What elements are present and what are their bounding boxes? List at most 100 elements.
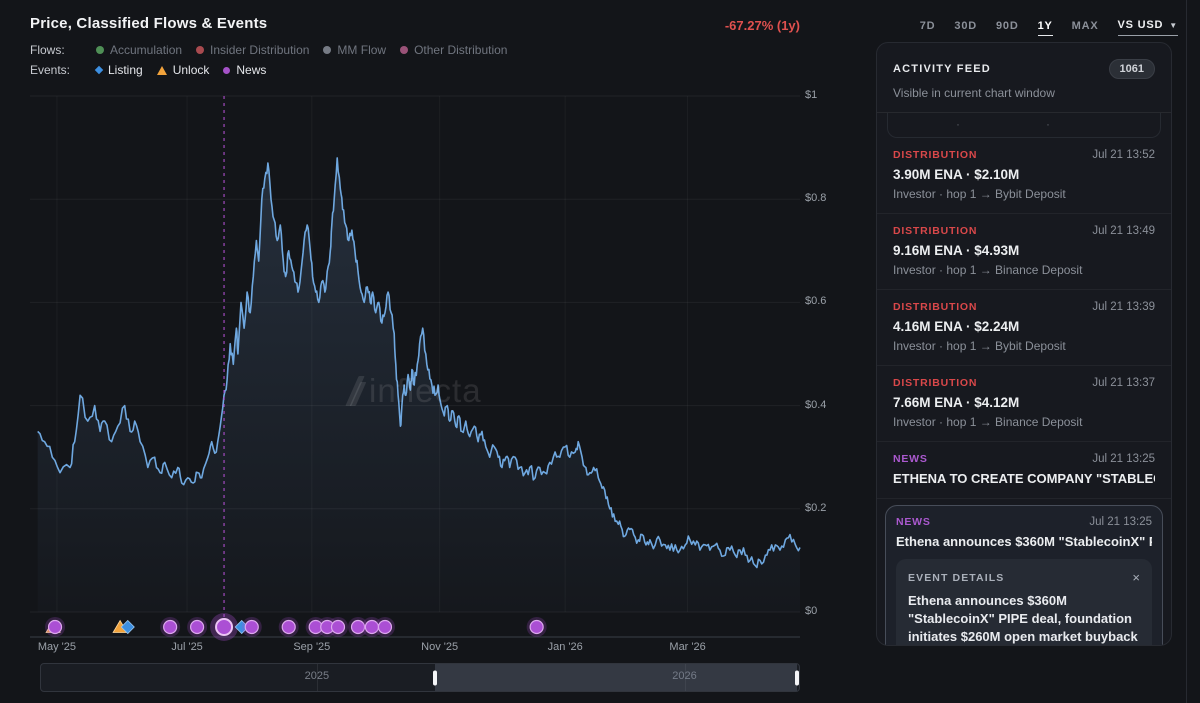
- scrubber-tick: [316, 664, 318, 691]
- flows-caption: Flows:: [30, 43, 65, 57]
- x-tick-label: Nov '25: [421, 641, 459, 653]
- flow-dot-icon: [196, 46, 205, 54]
- news-event-marker[interactable]: [529, 619, 544, 635]
- range-button-90d[interactable]: 90D: [996, 20, 1019, 32]
- feed-item-type: DISTRIBUTION: [893, 225, 978, 237]
- feed-item-time: Jul 21 13:39: [1092, 301, 1155, 313]
- event-legend-label: News: [236, 63, 267, 77]
- chevron-down-icon: ▼: [1169, 20, 1178, 30]
- feed-item-headline: Ethena announces $360M "StablecoinX" P…: [896, 534, 1152, 549]
- scrubber-right-handle[interactable]: [794, 670, 799, 685]
- flow-dot-icon: [400, 46, 409, 54]
- range-button-max[interactable]: MAX: [1071, 20, 1099, 32]
- events-caption: Events:: [30, 63, 71, 77]
- news-event-marker[interactable]: [163, 619, 178, 635]
- feed-item-type: DISTRIBUTION: [893, 149, 978, 161]
- feed-item-header: DISTRIBUTION Jul 21 13:49: [893, 225, 1155, 237]
- feed-item-type: DISTRIBUTION: [893, 377, 978, 389]
- y-tick-label: $0.2: [805, 501, 827, 514]
- feed-item[interactable]: DISTRIBUTION Jul 21 13:52 3.90M ENA · $2.1…: [877, 138, 1171, 214]
- x-tick-label: Jan '26: [547, 641, 583, 653]
- feed-item-headline: ETHENA TO CREATE COMPANY "STABLEC…: [893, 471, 1155, 486]
- price-chart[interactable]: [30, 90, 830, 648]
- price-change-label: -67.27% (1y): [724, 18, 800, 33]
- flow-legend-item-accumulation[interactable]: Accumulation: [96, 43, 182, 57]
- flows-legend: Flows: Accumulation Insider Distribution M…: [30, 43, 507, 57]
- feed-item-value: 9.16M ENA · $4.93M: [893, 243, 1020, 258]
- time-range-selector: 7D 30D 90D 1Y MAX VS USD ▼: [920, 19, 1178, 36]
- page-title: Price, Classified Flows & Events: [30, 15, 268, 32]
- feed-item[interactable]: NEWS Jul 21 13:25 ETHENA TO CREATE COMPANY…: [877, 442, 1171, 499]
- close-icon[interactable]: ×: [1132, 570, 1140, 585]
- event-details-card: EVENT DETAILS × Ethena announces $360M "St…: [896, 559, 1152, 645]
- feed-item-selected[interactable]: NEWS Jul 21 13:25 Ethena announces $360M "…: [885, 505, 1163, 645]
- flow-dot-icon: [96, 46, 104, 54]
- feed-item-time: Jul 21 13:49: [1092, 225, 1155, 237]
- divider: [877, 112, 1171, 113]
- feed-item-value: 4.16M ENA · $2.24M: [893, 319, 1020, 334]
- listing-diamond-icon: [94, 65, 104, 75]
- news-event-marker[interactable]: [189, 619, 205, 635]
- feed-item-header: DISTRIBUTION Jul 21 13:52: [893, 149, 1155, 161]
- y-tick-label: $0.8: [805, 192, 827, 205]
- range-button-1y[interactable]: 1Y: [1037, 20, 1053, 36]
- partially-scrolled-item[interactable]: · ·: [887, 113, 1161, 138]
- feed-item-time: Jul 21 13:37: [1092, 377, 1155, 389]
- event-legend-item-listing[interactable]: Listing: [94, 63, 143, 77]
- y-tick-label: $0.6: [805, 295, 827, 308]
- price-area: [37, 157, 800, 612]
- range-button-7d[interactable]: 7D: [919, 20, 936, 32]
- flow-legend-item-mm-flow[interactable]: MM Flow: [323, 43, 386, 57]
- news-dot-icon: [223, 66, 231, 74]
- feed-item-header: NEWS Jul 21 13:25: [893, 453, 1155, 465]
- y-tick-label: $1: [805, 89, 818, 101]
- flow-legend-label: MM Flow: [337, 43, 387, 57]
- news-event-marker[interactable]: [281, 619, 296, 635]
- listing-event-marker[interactable]: [120, 619, 135, 635]
- event-legend-item-unlock[interactable]: Unlock: [156, 63, 209, 77]
- flow-legend-item-other-distribution[interactable]: Other Distribution: [400, 43, 507, 57]
- partial-dot: ·: [956, 117, 960, 131]
- news-event-marker[interactable]: [350, 619, 366, 635]
- feed-item-value: 7.66M ENA · $4.12M: [893, 395, 1020, 410]
- x-tick-label: Sep '25: [293, 641, 331, 653]
- flow-legend-item-insider-distribution[interactable]: Insider Distribution: [196, 43, 309, 57]
- news-event-marker[interactable]: [330, 619, 346, 635]
- event-legend-item-news[interactable]: News: [223, 63, 266, 77]
- news-event-marker[interactable]: [47, 619, 63, 635]
- event-legend-label: Listing: [108, 63, 143, 77]
- timeline-scrubber[interactable]: 2025 2026: [40, 663, 800, 692]
- feed-item-path: Investor · hop 1 → Binance Deposit: [893, 263, 1083, 277]
- feed-item[interactable]: DISTRIBUTION Jul 21 13:39 4.16M ENA · $2.2…: [877, 290, 1171, 366]
- feed-item-header: NEWS Jul 21 13:25: [896, 516, 1152, 528]
- feed-item-path: Investor · hop 1 → Bybit Deposit: [893, 339, 1066, 353]
- feed-item-header: DISTRIBUTION Jul 21 13:37: [893, 377, 1155, 389]
- x-tick-label: May '25: [37, 641, 77, 653]
- scrubber-selected-range[interactable]: [435, 664, 797, 691]
- scrubber-left-handle[interactable]: [433, 670, 438, 685]
- flow-legend-label: Insider Distribution: [210, 43, 310, 57]
- scrubber-year-label: 2026: [672, 670, 697, 682]
- event-details-header: EVENT DETAILS ×: [908, 571, 1140, 584]
- activity-feed-count-badge: 1061: [1108, 59, 1155, 79]
- x-tick-label: Mar '26: [669, 641, 706, 653]
- activity-feed-header: ACTIVITY FEED 1061 Visible in current ch…: [877, 43, 1171, 112]
- flow-dot-icon: [323, 46, 332, 54]
- vs-currency-label: VS USD: [1117, 19, 1164, 31]
- event-details-title: EVENT DETAILS: [908, 571, 1005, 584]
- news-event-marker[interactable]: [244, 619, 259, 635]
- activity-feed-panel: ACTIVITY FEED 1061 Visible in current ch…: [876, 42, 1172, 646]
- activity-feed-list: DISTRIBUTION Jul 21 13:52 3.90M ENA · $2.1…: [877, 138, 1171, 645]
- feed-item[interactable]: DISTRIBUTION Jul 21 13:37 7.66M ENA · $4.1…: [877, 366, 1171, 442]
- y-tick-label: $0: [805, 605, 818, 617]
- news-event-marker[interactable]: [377, 619, 393, 635]
- scrubber-tick: [684, 664, 686, 691]
- unlock-triangle-icon: [156, 65, 167, 75]
- vs-currency-dropdown[interactable]: VS USD ▼: [1117, 19, 1178, 36]
- price-line: [37, 157, 801, 569]
- range-button-30d[interactable]: 30D: [954, 20, 977, 32]
- feed-item[interactable]: DISTRIBUTION Jul 21 13:49 9.16M ENA · $4.9…: [877, 214, 1171, 290]
- event-details-body: Ethena announces $360M "StablecoinX" PIP…: [908, 593, 1138, 645]
- news-event-marker[interactable]: [215, 618, 234, 636]
